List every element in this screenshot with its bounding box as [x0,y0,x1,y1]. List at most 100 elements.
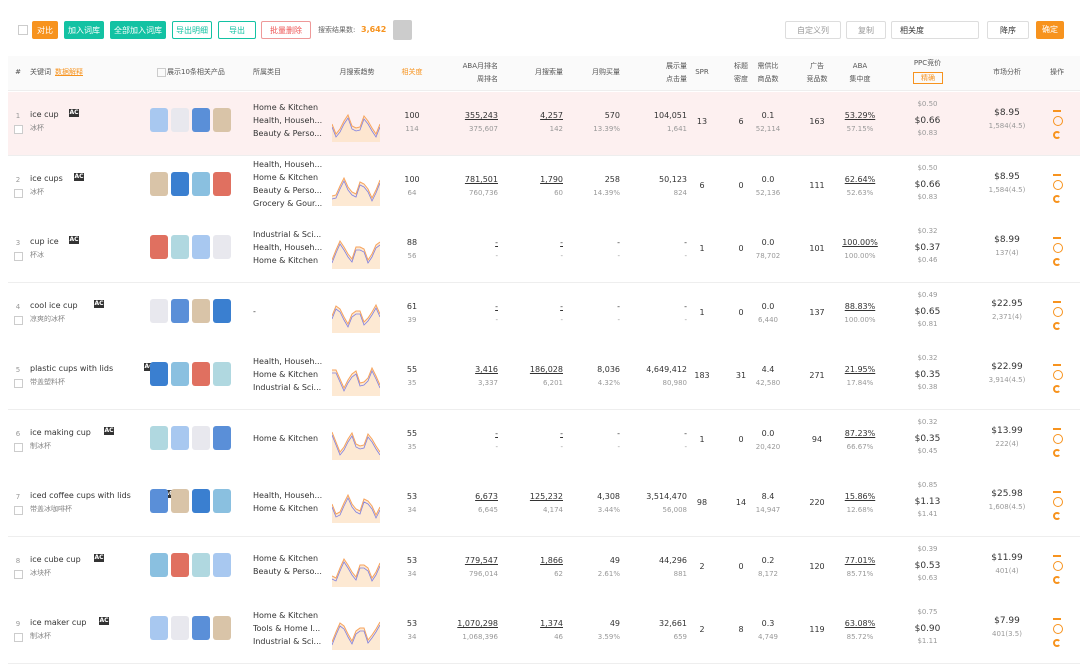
action-chart[interactable] [1053,229,1061,239]
confirm-button[interactable]: 确定 [1036,21,1064,39]
value-main: 49 [609,555,620,565]
ac-badge: AC [164,490,174,498]
row-checkbox[interactable] [14,125,23,134]
action-detail[interactable] [1053,370,1063,380]
category: Home & Kitchen [253,256,319,265]
action-detail[interactable] [1053,624,1063,634]
category: Health, Househ... [253,160,323,169]
action-detail[interactable] [1053,243,1063,253]
action-detail[interactable] [1053,560,1063,571]
action-google[interactable] [1053,448,1061,457]
action-google[interactable] [1053,575,1061,584]
toolbar-button[interactable]: 对比 [32,21,58,39]
row-checkbox[interactable] [14,252,23,261]
action-google[interactable] [1053,385,1061,393]
row-index: 8 [15,556,21,565]
title-density: 0 [738,244,744,253]
toolbar-button[interactable]: 批量删除 [261,21,311,39]
product-image [213,616,231,640]
value-sub: - [495,252,498,260]
market-reviews: 1,608(4.5) [988,503,1026,511]
action-detail[interactable] [1053,179,1063,190]
value-sub: 13.39% [593,125,620,133]
column-header: 展示量 [666,62,687,70]
value-sub: 14,947 [755,506,781,514]
market-price: $8.95 [994,108,1020,118]
row-index: 4 [15,302,21,311]
trend-sparkline [332,366,380,396]
toolbar-button[interactable]: 复制 [846,21,886,39]
row-checkbox[interactable] [14,315,23,325]
value-sub: 3,337 [477,379,498,387]
row-checkbox[interactable] [14,506,23,515]
value-sub: 52,114 [755,125,781,133]
value-sub: 824 [673,188,687,197]
action-google[interactable] [1053,639,1061,647]
value-sub: 85.71% [846,569,874,578]
sort-field-select[interactable]: 相关度 [891,21,979,39]
action-chart[interactable] [1053,102,1061,112]
column-header: SPR [695,68,709,76]
row-checkbox[interactable] [14,379,23,388]
value-main: - [560,301,563,311]
action-detail[interactable] [1053,116,1063,126]
action-google[interactable] [1053,512,1061,520]
value-sub: 6,201 [542,379,563,387]
sort-order-select[interactable]: 降序 [987,21,1029,39]
action-detail[interactable] [1053,306,1063,317]
column-header: ABA月排名 [462,62,498,70]
market-price: $13.99 [991,425,1023,436]
keyword: cup ice [30,237,59,246]
ad-competitors: 94 [811,434,823,444]
ac-badge: AC [144,363,154,371]
action-chart[interactable] [1053,483,1061,493]
value-main: 104,051 [653,111,687,120]
toolbar-button[interactable]: 加入词库 [64,21,104,39]
column-header: 市场分析 [993,68,1021,76]
action-chart[interactable] [1053,547,1061,557]
toolbar-button[interactable]: 导出明细 [172,21,212,39]
value-sub: 52,136 [755,188,781,197]
row-checkbox[interactable] [14,569,23,579]
ad-competitors: 271 [809,371,825,380]
action-chart[interactable] [1053,293,1061,303]
action-google[interactable] [1053,194,1061,203]
action-chart[interactable] [1053,610,1061,620]
clear-button[interactable] [393,20,412,40]
toolbar-button[interactable]: 导出 [218,21,256,39]
row-checkbox[interactable] [14,442,23,452]
value-main: 4,308 [597,492,620,501]
value-main: 0.0 [761,301,775,311]
row-index: 7 [15,493,21,501]
column-header: 竞品数 [806,75,828,83]
action-detail[interactable] [1053,497,1063,507]
action-google[interactable] [1053,131,1061,139]
value-main: 0.0 [761,428,775,438]
ppc-high: $0.83 [917,192,938,201]
ppc-mid: $0.66 [914,116,941,126]
value-main: 53 [406,492,418,501]
action-google[interactable] [1053,258,1061,266]
show-products-checkbox [157,68,166,77]
toolbar-button[interactable]: 自定义列 [785,21,841,39]
category: Health, Househ... [253,243,323,252]
value-sub: 34 [407,506,417,514]
product-image [150,489,168,513]
action-chart[interactable] [1053,356,1061,366]
title-density: 0 [738,180,744,190]
toolbar-button[interactable]: 全部加入词库 [110,21,166,39]
row-checkbox[interactable] [14,633,23,642]
value-sub: 881 [673,569,687,578]
value-sub: 42,580 [755,379,781,387]
keyword-translation: 带盖塑料杯 [30,378,65,386]
action-chart[interactable] [1053,166,1061,176]
action-detail[interactable] [1053,433,1063,444]
row-checkbox[interactable] [14,188,23,198]
category: Health, Househ... [253,357,323,366]
value-main: 88 [406,238,418,247]
value-sub: 20,420 [755,442,781,451]
keyword-translation: 制冰杯 [30,632,51,640]
column-header: ABA [852,62,868,70]
action-google[interactable] [1053,321,1061,330]
action-chart[interactable] [1053,420,1061,430]
